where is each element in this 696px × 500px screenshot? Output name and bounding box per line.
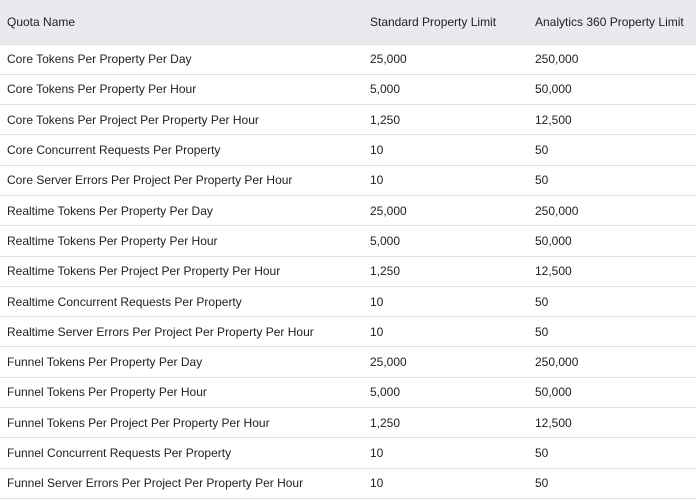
cell-quota-name: Funnel Tokens Per Property Per Day — [7, 355, 203, 370]
cell-standard-limit: 25,000 — [370, 203, 407, 218]
table-row: Core Concurrent Requests Per Property 10 5… — [0, 134, 696, 165]
cell-standard-limit: 10 — [370, 446, 384, 460]
cell-quota-name: Realtime Tokens Per Property Per Day — [7, 203, 213, 218]
cell-analytics-360-limit: 250,000 — [535, 52, 579, 67]
table-row: Realtime Tokens Per Property Per Day 25,0… — [0, 195, 696, 225]
table-body: Core Tokens Per Property Per Day 25,000 25… — [0, 44, 696, 499]
table-row: Realtime Tokens Per Project Per Property… — [0, 256, 696, 286]
cell-quota-name: Core Server Errors Per Project Per Prope… — [7, 173, 293, 188]
cell-analytics-360-limit: 12,500 — [535, 264, 572, 279]
cell-standard-limit: 5,000 — [370, 233, 401, 248]
table-row: Core Tokens Per Project Per Property Per… — [0, 104, 696, 135]
cell-standard-limit: 10 — [370, 324, 384, 339]
cell-standard-limit: 1,250 — [370, 415, 401, 430]
cell-analytics-360-limit: 12,500 — [535, 415, 572, 430]
cell-quota-name: Funnel Tokens Per Project Per Property P… — [7, 415, 270, 430]
cell-quota-name: Funnel Tokens Per Property Per Hour — [7, 385, 207, 400]
cell-standard-limit: 5,000 — [370, 385, 401, 400]
cell-analytics-360-limit: 50,000 — [535, 82, 572, 97]
cell-analytics-360-limit: 250,000 — [535, 203, 579, 218]
cell-standard-limit: 10 — [370, 294, 384, 309]
table-row: Funnel Concurrent Requests Per Property 1… — [0, 437, 696, 468]
cell-quota-name: Core Tokens Per Property Per Hour — [7, 82, 197, 97]
cell-quota-name: Realtime Tokens Per Property Per Hour — [7, 233, 218, 248]
table-row: Funnel Tokens Per Property Per Day 25,000… — [0, 346, 696, 377]
cell-quota-name: Core Tokens Per Project Per Property Per… — [7, 112, 259, 127]
cell-standard-limit: 1,250 — [370, 112, 401, 127]
cell-standard-limit: 10 — [370, 476, 384, 491]
cell-analytics-360-limit: 50,000 — [535, 233, 572, 248]
cell-analytics-360-limit: 250,000 — [535, 355, 579, 370]
table-row: Core Tokens Per Property Per Day 25,000 25… — [0, 44, 696, 74]
table-row: Funnel Server Errors Per Project Per Pro… — [0, 468, 696, 499]
cell-quota-name: Funnel Server Errors Per Project Per Pro… — [7, 476, 304, 491]
cell-quota-name: Realtime Tokens Per Project Per Property… — [7, 264, 281, 279]
table-row: Realtime Server Errors Per Project Per P… — [0, 316, 696, 347]
cell-standard-limit: 25,000 — [370, 52, 407, 67]
cell-analytics-360-limit: 12,500 — [535, 112, 572, 127]
cell-quota-name: Funnel Concurrent Requests Per Property — [7, 446, 232, 460]
table-header: Quota Name Standard Property Limit Analy… — [0, 0, 696, 44]
cell-standard-limit: 1,250 — [370, 264, 401, 279]
table-row: Funnel Tokens Per Project Per Property P… — [0, 407, 696, 438]
header-analytics-360-limit: Analytics 360 Property Limit — [535, 14, 684, 29]
cell-analytics-360-limit: 50 — [535, 446, 549, 460]
cell-standard-limit: 5,000 — [370, 82, 401, 97]
table-row: Core Tokens Per Property Per Hour 5,000 50… — [0, 74, 696, 104]
table-row: Core Server Errors Per Project Per Prope… — [0, 165, 696, 195]
cell-quota-name: Realtime Concurrent Requests Per Propert… — [7, 294, 242, 309]
cell-standard-limit: 10 — [370, 143, 384, 158]
header-standard-limit: Standard Property Limit — [370, 14, 497, 29]
cell-analytics-360-limit: 50 — [535, 294, 549, 309]
cell-standard-limit: 10 — [370, 173, 384, 188]
table-header-row: Quota Name Standard Property Limit Analy… — [0, 0, 696, 44]
cell-standard-limit: 25,000 — [370, 355, 407, 370]
cell-quota-name: Core Concurrent Requests Per Property — [7, 143, 221, 158]
cell-quota-name: Core Tokens Per Property Per Day — [7, 52, 192, 67]
cell-analytics-360-limit: 50 — [535, 173, 549, 188]
header-quota-name: Quota Name — [7, 14, 76, 29]
cell-analytics-360-limit: 50 — [535, 476, 549, 491]
cell-analytics-360-limit: 50,000 — [535, 385, 572, 400]
cell-quota-name: Realtime Server Errors Per Project Per P… — [7, 324, 314, 339]
cell-analytics-360-limit: 50 — [535, 324, 549, 339]
table-row: Funnel Tokens Per Property Per Hour 5,000… — [0, 377, 696, 407]
table-row: Realtime Concurrent Requests Per Propert… — [0, 286, 696, 316]
cell-analytics-360-limit: 50 — [535, 143, 549, 158]
table-row: Realtime Tokens Per Property Per Hour 5,0… — [0, 225, 696, 256]
